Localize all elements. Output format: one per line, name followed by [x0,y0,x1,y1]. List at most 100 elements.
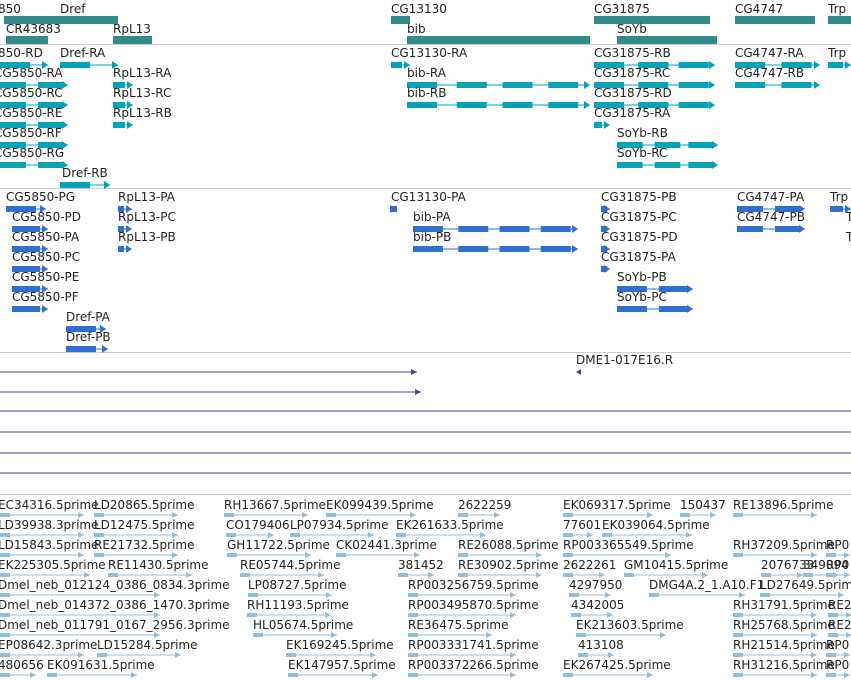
dref-pb-label: Dref-PB [66,330,111,344]
cg5850-rf-strand-arrow [62,141,68,149]
ep08642-3prime-est-arrow [78,652,84,658]
soyb-rb-exon [654,142,681,148]
cg5850-pe-exon [12,286,40,292]
rp003256759-5prime-est-arrow [510,592,516,598]
2622259-label: 2622259 [458,498,511,512]
rp003372266-5prime-label: RP003372266.5prime [408,658,539,672]
dmel-neb-012124-0386-0834-3prime-est-arrow [154,592,160,598]
cg31875-pa-strand-arrow [604,265,610,273]
cg4747-label: CG4747 [735,2,783,16]
4342005-est-block [571,613,581,617]
rp003365549-5prime-est-arrow [665,552,671,558]
ek213603-5prime-label: EK213603.5prime [576,618,684,632]
rpl13-rc-strand-arrow [127,101,133,109]
cg4747-pb-exon [775,226,801,232]
150437-est-arrow [710,512,716,518]
soyb-gene-bar [617,36,717,44]
dme1-017e16-r-clone-tick [576,369,581,375]
rh31791-5prime-label: RH31791.5prime [733,598,835,612]
rh13667-5prime-est-block [224,513,234,517]
rpl13-rb-label: RpL13-RB [113,106,172,120]
850-rd-label: 850-RD [0,46,43,60]
413108-est-block [578,653,588,657]
cg5850-pa-strand-arrow [42,245,48,253]
cg5850-pf-strand-arrow [42,305,48,313]
bib-ra-strand-arrow [584,81,590,89]
cg13130-pa-strand-arrow [390,205,396,213]
ck02441-3prime-label: CK02441.3prime [336,538,437,552]
trp-gene-bar [828,16,851,24]
dref-rb-strand-arrow [104,181,110,189]
rp003365549-5prime-label: RP003365549.5prime [563,538,694,552]
ek099439-5prime-est-block [326,513,336,517]
cg5850-re-label: CG5850-RE [0,106,62,120]
cg31875-pd-strand-arrow [604,245,610,253]
gh11722-5prime-est-arrow [305,552,311,558]
ek261633-5prime-label: EK261633.5prime [396,518,504,532]
bib-pa-strand-arrow [572,225,578,233]
4297950-est-arrow [605,592,611,598]
bib-rb-exon [548,102,579,108]
re2-est-arrow [846,632,851,638]
soyb-pc-label: SoYb-PC [617,290,667,304]
cg31875-ra-exon [594,122,602,128]
381452-est-block [398,573,408,577]
soyb-rc-exon [654,162,681,168]
480656-est-block [0,673,10,677]
bib-rb-exon [407,102,437,108]
lp07934-5prime-est-arrow [368,532,374,538]
ld39938-3prime-est-arrow [78,532,84,538]
co179406-est-arrow [268,532,274,538]
rh11193-5prime-label: RH11193.5prime [247,598,349,612]
bib-pa-exon [458,226,489,232]
ep08642-3prime-label: EP08642.3prime [0,638,97,652]
cg5850-pg-strand-arrow [40,205,46,213]
cg31875-ra-strand-arrow [604,121,610,129]
413108-label: 413108 [578,638,624,652]
clone-arrow [415,389,421,395]
rp003365549-5prime-est-block [563,553,573,557]
trp-label: Trp [829,190,848,204]
trp-exon [830,206,843,212]
re2-label: RE2 [828,618,851,632]
re11430-5prime-est-arrow [186,572,192,578]
dref-pa-label: Dref-PA [66,310,111,324]
2622261-label: 2622261 [563,558,616,572]
349094-est-block [803,573,813,577]
rp003256759-5prime-label: RP003256759.5prime [408,578,539,592]
cg4747-pa-exon [775,206,801,212]
bib-pa-label: bib-PA [413,210,451,224]
2622261-est-arrow [599,572,605,578]
4342005-est-arrow [607,612,613,618]
soyb-rc-exon [617,162,643,168]
cg31875-pb-label: CG31875-PB [601,190,677,204]
ld27649-5prime-est-block [760,593,770,597]
2622259-est-block [458,513,468,517]
ek091631-5prime-est-block [47,673,57,677]
rh31791-5prime-est-block [733,613,743,617]
cg31875-rd-exon [594,102,624,108]
cg31875-rc-exon [678,82,709,88]
hl05674-5prime-est-block [253,633,263,637]
ek147957-5prime-label: EK147957.5prime [288,658,396,672]
soyb-rc-strand-arrow [712,161,718,169]
rp0-label: RP0 [826,638,849,652]
cg4747-pa-exon [737,206,763,212]
track-divider [0,494,851,495]
cg13130-gene-bar [391,16,410,24]
rpl13-pb-label: RpL13-PB [118,230,176,244]
rh21514-5prime-est-arrow [811,652,817,658]
re05744-5prime-est-block [240,573,250,577]
hl05674-5prime-est-arrow [331,632,337,638]
rh11193-5prime-est-block [247,613,257,617]
rpl13-pa-strand-arrow [126,205,132,213]
ld20865-5prime-est-block [94,513,104,517]
rpl13-gene-bar [113,36,152,44]
cg5850-rf-label: CG5850-RF [0,126,62,140]
dme1-017e16-r-label: DME1-017E16.R [576,353,673,367]
rpl13-pa-label: RpL13-PA [118,190,176,204]
cg5850-rc-exon [0,102,26,108]
2622259-est-arrow [494,512,500,518]
re30902-5prime-est-arrow [536,572,542,578]
